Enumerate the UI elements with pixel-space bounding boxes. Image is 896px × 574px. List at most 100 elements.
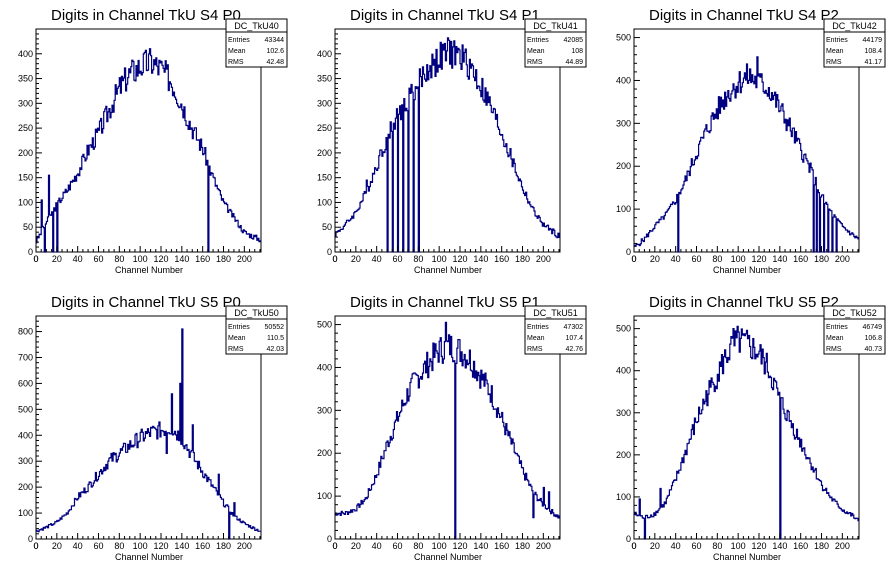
stats-box-name: DC_TkU42 [832, 21, 877, 31]
x-tick-label: 200 [237, 254, 252, 264]
y-tick-label: 100 [616, 204, 631, 214]
y-tick-label: 50 [23, 222, 33, 232]
y-tick-label: 350 [317, 74, 332, 84]
chart-title: Digits in Channel TkU S4 P2 [649, 7, 839, 24]
y-tick-label: 200 [317, 448, 332, 458]
stats-value: 42.03 [266, 346, 284, 353]
y-tick-label: 100 [18, 508, 33, 518]
x-tick-label: 160 [494, 254, 509, 264]
x-axis-label: Channel Number [713, 265, 781, 275]
x-tick-label: 80 [114, 254, 124, 264]
x-tick-label: 100 [133, 541, 148, 551]
y-tick-label: 600 [18, 378, 33, 388]
y-tick-label: 300 [317, 98, 332, 108]
plot-frame [35, 315, 262, 540]
y-tick-label: 0 [28, 534, 33, 544]
x-axis-label: Channel Number [414, 552, 482, 562]
x-tick-label: 120 [153, 254, 168, 264]
y-tick-label: 200 [616, 161, 631, 171]
x-tick-label: 180 [814, 541, 829, 551]
chart-panel-4: Digits in Channel TkU S5 P0 0 20 40 60 80 100 1… [18, 294, 288, 562]
x-tick-label: 200 [835, 254, 850, 264]
y-tick-label: 300 [18, 98, 33, 108]
x-tick-label: 80 [413, 541, 423, 551]
stats-box: DC_TkU41 Entries 42085 Mean 108 RMS 44.89 [524, 18, 587, 68]
x-tick-label: 60 [691, 254, 701, 264]
y-tick-label: 200 [317, 148, 332, 158]
x-tick-label: 140 [473, 541, 488, 551]
x-tick-label: 160 [195, 254, 210, 264]
y-tick-label: 200 [616, 450, 631, 460]
chart-panel-6: Digits in Channel TkU S5 P2 0 20 40 60 80 100 1… [616, 294, 886, 562]
stats-label: Entries [826, 37, 848, 44]
stats-label: RMS [228, 346, 244, 353]
x-tick-label: 60 [93, 541, 103, 551]
x-tick-label: 140 [174, 254, 189, 264]
y-tick-label: 200 [18, 482, 33, 492]
plot-frame [35, 28, 262, 253]
stats-box-frame [823, 18, 886, 68]
x-tick-label: 200 [536, 254, 551, 264]
stats-label: RMS [826, 346, 842, 353]
y-tick-label: 100 [317, 197, 332, 207]
x-tick-label: 100 [731, 254, 746, 264]
y-tick-label: 800 [18, 327, 33, 337]
stats-box-name: DC_TkU50 [234, 308, 279, 318]
y-tick-label: 0 [327, 534, 332, 544]
y-tick-label: 400 [18, 430, 33, 440]
y-tick-label: 0 [626, 247, 631, 257]
x-tick-label: 200 [237, 541, 252, 551]
histogram-series [634, 56, 859, 253]
stats-value: 47302 [564, 324, 584, 331]
x-tick-label: 60 [392, 541, 402, 551]
x-tick-label: 40 [372, 254, 382, 264]
x-tick-label: 140 [174, 541, 189, 551]
stats-label: RMS [826, 59, 842, 66]
x-tick-label: 0 [631, 254, 636, 264]
stats-value: 106.8 [864, 335, 882, 342]
y-tick-label: 50 [322, 222, 332, 232]
x-tick-label: 0 [631, 541, 636, 551]
x-tick-label: 120 [153, 541, 168, 551]
stats-box: DC_TkU50 Entries 50552 Mean 110.5 RMS 42.03 [225, 305, 288, 355]
stats-box-frame [823, 305, 886, 355]
x-tick-label: 60 [691, 541, 701, 551]
stats-label: RMS [228, 59, 244, 66]
plot-frame [633, 315, 860, 540]
histogram-series [36, 48, 261, 253]
x-axis-label: Channel Number [115, 552, 183, 562]
stats-value: 44179 [863, 37, 883, 44]
y-tick-label: 300 [18, 456, 33, 466]
y-tick-label: 500 [18, 404, 33, 414]
x-tick-label: 40 [73, 541, 83, 551]
chart-panel-3: Digits in Channel TkU S4 P2 0 20 40 60 80 100 1… [616, 7, 886, 275]
stats-value: 102.6 [266, 48, 284, 55]
x-tick-label: 80 [114, 541, 124, 551]
chart-panel-1: Digits in Channel TkU S4 P0 0 20 40 60 80 100 1… [18, 7, 288, 275]
stats-box-name: DC_TkU52 [832, 308, 877, 318]
stats-value: 42085 [564, 37, 584, 44]
stats-value: 107.4 [565, 335, 583, 342]
stats-label: Mean [228, 48, 246, 55]
x-tick-label: 20 [351, 541, 361, 551]
chart-title: Digits in Channel TkU S5 P1 [350, 294, 540, 311]
stats-box-name: DC_TkU51 [533, 308, 578, 318]
x-axis-label: Channel Number [414, 265, 482, 275]
x-tick-label: 160 [195, 541, 210, 551]
y-tick-label: 100 [18, 197, 33, 207]
stats-box: DC_TkU40 Entries 43344 Mean 102.6 RMS 42.48 [225, 18, 288, 68]
y-tick-label: 300 [616, 118, 631, 128]
y-tick-label: 700 [18, 352, 33, 362]
stats-value: 108.4 [864, 48, 882, 55]
x-tick-label: 100 [133, 254, 148, 264]
histogram-series [335, 321, 560, 540]
x-tick-label: 40 [372, 541, 382, 551]
x-tick-label: 140 [772, 541, 787, 551]
x-tick-label: 160 [793, 541, 808, 551]
stats-value: 42.76 [565, 346, 583, 353]
stats-label: Mean [228, 335, 246, 342]
stats-box-frame [225, 305, 288, 355]
y-tick-label: 100 [616, 492, 631, 502]
x-tick-label: 80 [712, 254, 722, 264]
